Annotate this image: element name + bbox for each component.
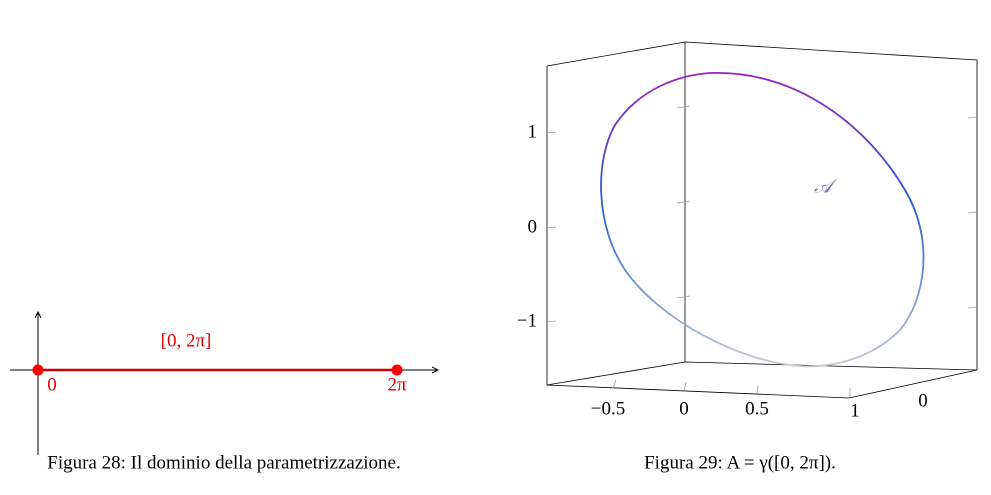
end-point [391, 364, 403, 376]
z-tick-label: −1 [517, 310, 537, 331]
z-tick-label: 0 [528, 216, 538, 237]
z-tick-label: 1 [528, 121, 538, 142]
x-tick-label: 1 [850, 400, 860, 421]
tick-marks [546, 105, 978, 397]
end-label: 2π [387, 374, 407, 395]
x-tick-label: −0.5 [591, 398, 625, 419]
interval-label: [0, 2π] [161, 330, 212, 351]
y-tick-label: 0 [918, 390, 928, 411]
curve-label: 𝒜 [814, 176, 838, 197]
x-tick-label: 0.5 [745, 398, 769, 419]
plot-box [546, 41, 978, 399]
figure-29: 𝒜 1 0 −1 −0.5 0 0.5 1 0 Figura 29: A = γ… [517, 41, 978, 473]
curve [600, 72, 925, 368]
caption: Figura 29: A = γ([0, 2π]). [644, 452, 836, 473]
start-label: 0 [47, 374, 57, 395]
x-tick-label: 0 [679, 398, 689, 419]
start-point [32, 364, 44, 376]
figure-28: [0, 2π] 0 2π Figura 28: Il dominio della… [10, 312, 438, 473]
caption: Figura 28: Il dominio della parametrizza… [47, 452, 401, 473]
